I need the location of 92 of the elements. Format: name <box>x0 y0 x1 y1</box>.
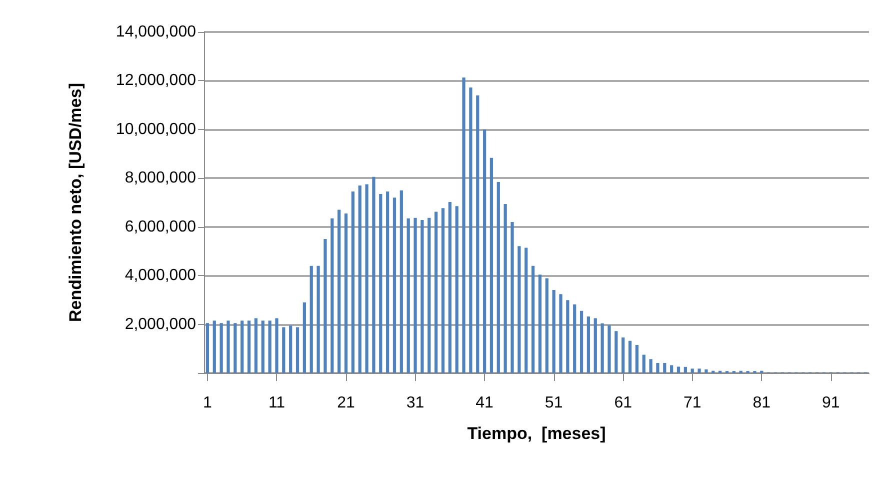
y-axis-title: Rendimiento neto, [USD/mes] <box>66 83 85 322</box>
bar <box>704 369 708 373</box>
bar <box>441 208 445 373</box>
y-tick-label: 12,000,000 <box>116 72 196 90</box>
x-tick-label: 41 <box>476 394 494 412</box>
x-tick-label: 61 <box>614 394 632 412</box>
bar <box>490 158 494 373</box>
bar <box>496 182 500 373</box>
bar <box>510 222 514 373</box>
bar <box>649 359 652 373</box>
bar <box>698 368 701 373</box>
bar <box>234 323 237 373</box>
x-tick-label: 21 <box>337 394 356 412</box>
bar <box>247 320 251 373</box>
bar <box>635 344 638 373</box>
bar <box>684 366 687 373</box>
bar <box>455 206 458 373</box>
bar <box>386 192 390 373</box>
bar <box>406 218 410 373</box>
bar <box>344 213 348 373</box>
bar <box>545 278 548 373</box>
bar <box>358 185 362 373</box>
bar <box>414 218 417 373</box>
bar <box>600 323 604 373</box>
bar <box>240 320 244 373</box>
bar <box>296 327 300 373</box>
bar <box>316 266 320 373</box>
bar <box>206 323 210 373</box>
x-axis-title: Tiempo, [meses] <box>467 424 606 443</box>
bar <box>338 210 341 373</box>
bar <box>462 78 466 373</box>
bar <box>254 318 258 373</box>
x-tick-label: 51 <box>544 394 563 412</box>
bar <box>622 337 625 373</box>
bar <box>482 130 486 373</box>
bar <box>552 290 556 373</box>
bar <box>608 325 611 373</box>
bar <box>351 192 354 373</box>
bar <box>275 318 278 373</box>
y-tick-label: 8,000,000 <box>124 170 196 187</box>
bar <box>400 190 403 373</box>
bar <box>365 184 368 373</box>
x-tick-label: 71 <box>683 394 702 412</box>
bar <box>392 198 396 373</box>
bar <box>642 354 646 373</box>
x-tick-label: 31 <box>406 394 424 412</box>
bar <box>220 323 223 373</box>
bar <box>434 212 438 373</box>
bar <box>268 320 272 373</box>
bar <box>302 302 306 373</box>
bar <box>670 365 674 373</box>
bar <box>261 320 264 373</box>
bar <box>628 340 632 373</box>
y-tick-label: 4,000,000 <box>124 267 196 284</box>
x-tick-label: 81 <box>752 394 771 412</box>
bar <box>420 220 424 373</box>
bar <box>310 266 313 373</box>
x-tick-label: 1 <box>203 394 212 412</box>
bar <box>538 274 542 373</box>
bar <box>324 239 327 373</box>
y-tick-label: 2,000,000 <box>124 316 196 333</box>
bar <box>428 218 431 373</box>
bar <box>663 363 666 373</box>
bar <box>330 218 334 373</box>
bar <box>282 327 286 373</box>
bar <box>504 204 507 373</box>
bar <box>594 318 597 373</box>
x-tick-label: 11 <box>268 394 286 412</box>
bar <box>690 368 694 373</box>
y-tick-label: 10,000,000 <box>116 120 196 138</box>
bar <box>656 363 660 373</box>
bar <box>289 326 292 373</box>
bar <box>586 316 590 373</box>
bar <box>580 310 584 373</box>
y-tick-label: 14,000,000 <box>116 24 196 40</box>
bar <box>531 266 535 373</box>
y-tick-label: 6,000,000 <box>124 218 196 236</box>
bar <box>559 294 562 373</box>
bar <box>372 176 376 373</box>
bar <box>226 320 230 373</box>
bar <box>614 331 618 373</box>
x-tick-label: 91 <box>822 394 840 412</box>
bar <box>469 88 472 373</box>
bar <box>212 320 216 373</box>
bar <box>676 366 680 373</box>
bar <box>573 304 576 373</box>
bar <box>448 202 452 373</box>
bar <box>476 95 480 373</box>
bar <box>524 248 528 373</box>
bar <box>566 300 570 373</box>
bar <box>379 194 382 373</box>
bar <box>518 246 521 373</box>
